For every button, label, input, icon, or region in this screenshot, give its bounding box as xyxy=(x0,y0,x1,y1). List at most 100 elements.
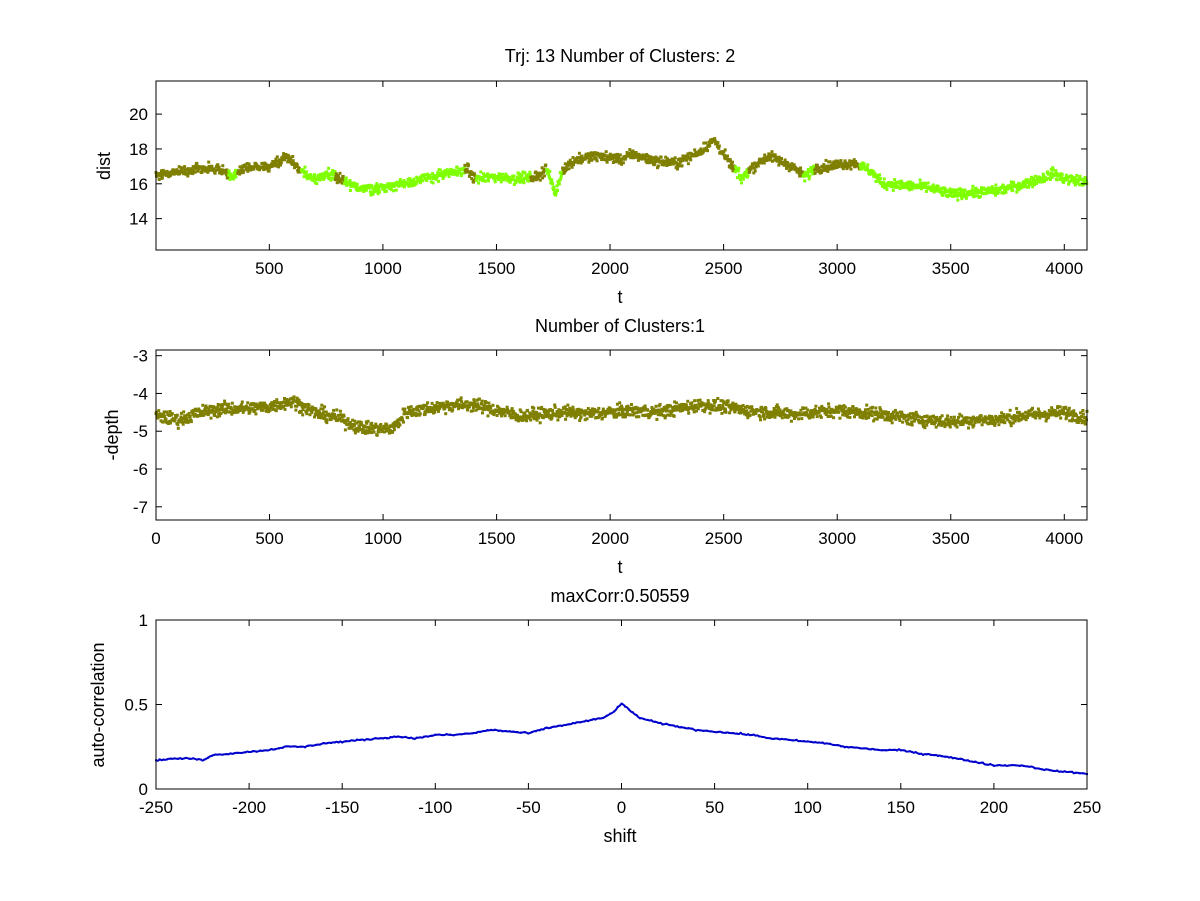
data-point xyxy=(920,185,924,189)
line-marker xyxy=(948,756,951,759)
data-point xyxy=(857,412,861,416)
data-point xyxy=(993,191,997,195)
data-point xyxy=(540,414,544,417)
line-series xyxy=(155,702,1088,776)
data-point xyxy=(534,416,538,420)
data-point xyxy=(472,172,476,176)
line-marker xyxy=(356,738,359,741)
data-point xyxy=(176,426,180,430)
data-point xyxy=(852,410,856,414)
data-point xyxy=(716,141,720,145)
data-point xyxy=(858,408,861,412)
data-point xyxy=(377,187,381,191)
line-marker xyxy=(1052,769,1055,772)
data-point xyxy=(410,414,414,417)
line-marker xyxy=(508,730,511,733)
line-marker xyxy=(1022,765,1025,767)
data-point xyxy=(273,400,276,403)
x-tick-label: 150 xyxy=(887,798,915,817)
line-marker xyxy=(676,725,679,728)
x-tick-label: 2000 xyxy=(591,259,629,278)
data-point xyxy=(245,162,249,165)
data-point xyxy=(770,150,774,154)
data-point xyxy=(516,413,519,417)
data-point xyxy=(1073,183,1077,187)
plot-frame xyxy=(155,349,1088,521)
data-point xyxy=(686,408,690,412)
data-point xyxy=(462,171,466,175)
data-point xyxy=(302,175,306,179)
data-point xyxy=(1026,416,1029,419)
data-point xyxy=(680,164,684,168)
data-point xyxy=(234,410,237,414)
data-point xyxy=(555,414,559,418)
data-point xyxy=(375,433,379,437)
data-point xyxy=(735,408,739,412)
data-point xyxy=(884,182,887,186)
data-point xyxy=(353,181,356,185)
data-point xyxy=(828,160,832,164)
data-point xyxy=(211,408,215,412)
data-point xyxy=(434,177,438,181)
data-point xyxy=(1011,189,1015,193)
line-marker xyxy=(762,736,764,738)
data-point xyxy=(973,420,977,424)
data-point xyxy=(603,414,607,418)
data-point xyxy=(783,407,787,411)
data-point xyxy=(384,189,388,193)
data-point xyxy=(1062,181,1066,185)
data-point xyxy=(906,422,910,426)
line-marker xyxy=(616,705,619,708)
data-point xyxy=(859,166,863,169)
data-point xyxy=(512,174,516,178)
data-point xyxy=(340,177,344,181)
data-point xyxy=(783,158,787,162)
data-point xyxy=(620,410,624,414)
data-point xyxy=(529,175,533,179)
data-point xyxy=(165,169,169,173)
data-point xyxy=(209,410,213,414)
data-point xyxy=(802,407,806,411)
data-point xyxy=(722,153,726,157)
data-point xyxy=(883,418,887,422)
data-point xyxy=(867,416,871,420)
data-point xyxy=(1035,413,1039,417)
data-point xyxy=(401,418,405,422)
panel-depth: Number of Clusters:1 t -depth 0 500 1000 15… xyxy=(102,316,1089,577)
line-marker xyxy=(397,735,400,738)
data-point xyxy=(366,184,370,188)
data-point xyxy=(731,160,734,164)
data-point xyxy=(724,408,727,412)
data-point xyxy=(213,171,217,175)
data-point xyxy=(524,414,528,418)
x-axis-label: t xyxy=(617,287,622,307)
data-point xyxy=(910,185,914,189)
data-point xyxy=(908,188,912,192)
data-point xyxy=(758,415,762,419)
data-point xyxy=(160,176,164,180)
data-point xyxy=(575,414,578,418)
data-point xyxy=(369,431,373,435)
data-point xyxy=(242,169,246,173)
data-point xyxy=(342,414,346,418)
data-point xyxy=(544,408,548,412)
y-tick-label: 0 xyxy=(139,780,148,799)
data-point xyxy=(431,406,435,410)
data-point xyxy=(630,403,633,406)
data-point xyxy=(173,418,177,422)
data-point xyxy=(850,408,854,412)
data-point xyxy=(816,169,820,173)
line-marker xyxy=(635,714,638,716)
data-point xyxy=(1067,182,1071,186)
data-point xyxy=(399,180,403,184)
data-point xyxy=(625,413,629,416)
data-point xyxy=(676,167,679,171)
data-point xyxy=(994,193,997,197)
data-point xyxy=(199,166,202,170)
x-tick-label: 200 xyxy=(980,798,1008,817)
data-point xyxy=(716,397,720,400)
data-point xyxy=(1084,416,1088,420)
data-point xyxy=(483,179,487,183)
data-point xyxy=(248,410,252,414)
data-point xyxy=(333,178,337,182)
